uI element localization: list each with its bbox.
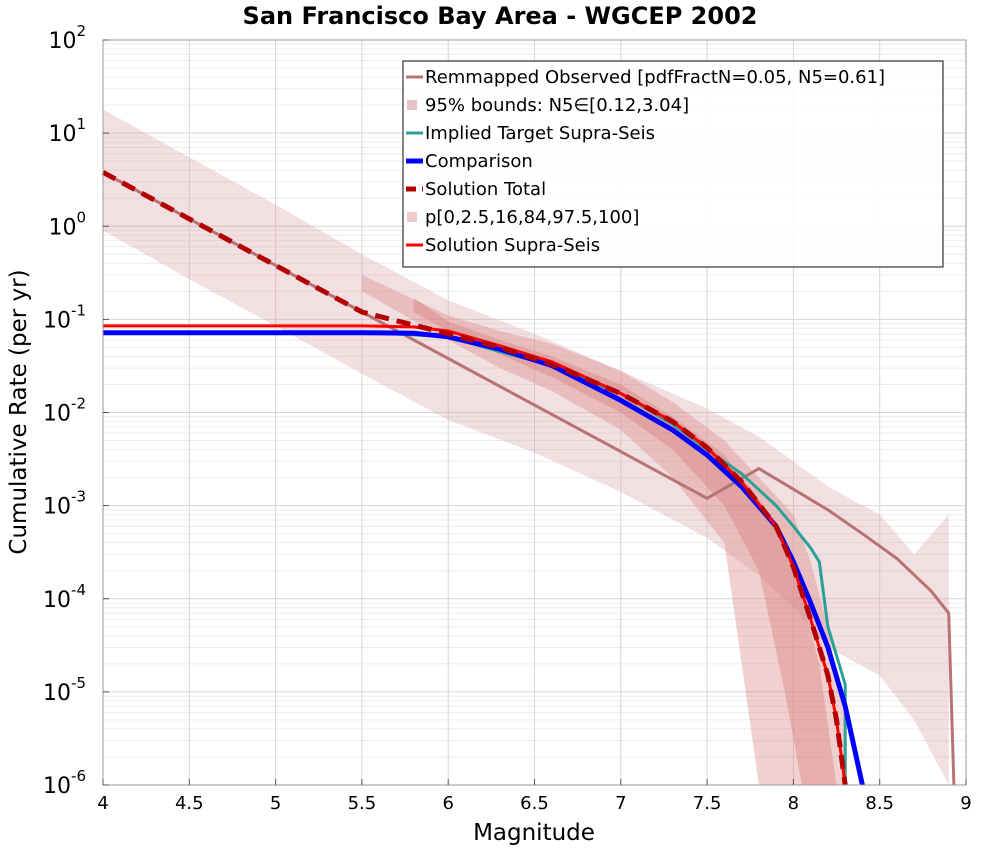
y-tick-label: 10-4 bbox=[43, 581, 86, 613]
legend-swatch-patch bbox=[407, 212, 417, 222]
y-tick-label: 10-1 bbox=[43, 301, 86, 333]
y-tick-label: 102 bbox=[48, 22, 86, 54]
legend-label: Remmapped Observed [pdfFractN=0.05, N5=0… bbox=[425, 67, 885, 88]
y-tick-label: 10-6 bbox=[43, 767, 86, 799]
series-line-4 bbox=[101, 170, 848, 786]
x-tick-label: 6.5 bbox=[520, 793, 549, 814]
x-tick-label: 8.5 bbox=[865, 793, 894, 814]
x-tick-label: 7.5 bbox=[693, 793, 722, 814]
legend-label: Implied Target Supra-Seis bbox=[425, 123, 655, 144]
x-tick-label: 6 bbox=[442, 793, 453, 814]
band-0 bbox=[103, 109, 949, 785]
band-1 bbox=[361, 274, 846, 785]
y-tick-label: 10-3 bbox=[43, 488, 86, 520]
y-tick-label: 101 bbox=[48, 115, 86, 147]
x-axis-ticks: 4 4.5 5 5.5 6 6.5 7 7.5 8 8.5 9 bbox=[97, 779, 972, 814]
x-tick-label: 5 bbox=[270, 793, 281, 814]
y-axis-ticks: 10-6 10-5 10-4 10-3 10-2 10-1 100 101 102 bbox=[43, 22, 109, 799]
y-axis-label: Cumulative Rate (per yr) bbox=[6, 269, 32, 554]
series-line-2 bbox=[103, 330, 865, 786]
legend-label: Comparison bbox=[425, 151, 533, 172]
x-tick-label: 7 bbox=[615, 793, 626, 814]
legend-label: 95% bounds: N5∈[0.12,3.04] bbox=[425, 95, 689, 116]
x-tick-label: 5.5 bbox=[348, 793, 377, 814]
chart-title: San Francisco Bay Area - WGCEP 2002 bbox=[243, 2, 758, 30]
legend: Remmapped Observed [pdfFractN=0.05, N5=0… bbox=[402, 60, 944, 268]
legend-label: p[0,2.5,16,84,97.5,100] bbox=[425, 207, 639, 228]
x-tick-label: 9 bbox=[960, 793, 971, 814]
x-tick-label: 4.5 bbox=[175, 793, 204, 814]
y-tick-label: 10-5 bbox=[43, 674, 86, 706]
legend-box bbox=[402, 60, 944, 268]
legend-label: Solution Total bbox=[425, 179, 546, 200]
y-tick-label: 100 bbox=[48, 208, 86, 240]
legend-label: Solution Supra-Seis bbox=[425, 235, 600, 256]
x-axis-label: Magnitude bbox=[473, 820, 595, 846]
legend-swatch-patch bbox=[407, 100, 417, 110]
x-tick-label: 8 bbox=[788, 793, 799, 814]
y-tick-label: 10-2 bbox=[43, 395, 86, 427]
x-tick-label: 4 bbox=[97, 793, 108, 814]
series-lines bbox=[101, 170, 956, 786]
